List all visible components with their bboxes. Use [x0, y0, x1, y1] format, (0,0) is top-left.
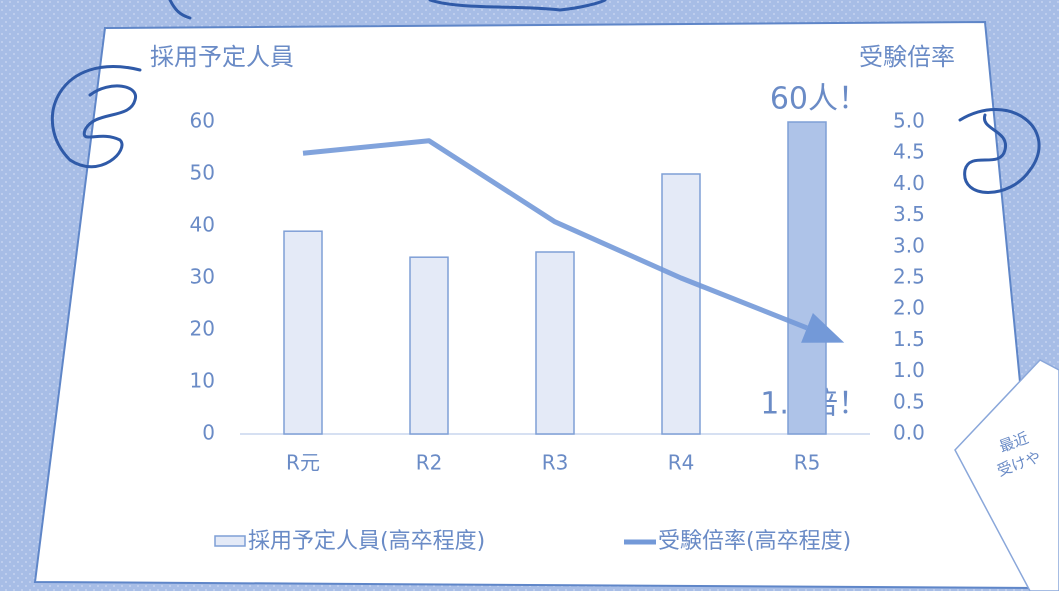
y2-tick-label: 1.5	[893, 327, 925, 351]
x-tick-label: R元	[286, 451, 320, 475]
bar	[536, 252, 574, 434]
x-tick-label: R3	[542, 451, 569, 475]
y2-tick-label: 4.0	[893, 171, 925, 195]
y2-tick-label: 2.5	[893, 265, 925, 289]
y2-tick-label: 5.0	[893, 109, 925, 133]
y2-tick-label: 0.5	[893, 389, 925, 413]
legend-label: 採用予定人員(高卒程度)	[248, 529, 485, 554]
legend-label: 受験倍率(高卒程度)	[658, 529, 851, 554]
bar	[788, 122, 826, 434]
y-tick-label: 10	[190, 369, 215, 393]
legend-swatch	[215, 536, 245, 546]
y-tick-label: 60	[190, 109, 215, 133]
annotation: 60人！	[770, 82, 868, 117]
chart: 採用予定人員 受験倍率 60人！ 1.7倍！ 最近 受けや 0102030405…	[0, 0, 1059, 591]
y2-tick-label: 1.0	[893, 358, 925, 382]
y-tick-label: 40	[190, 213, 215, 237]
bar	[662, 174, 700, 434]
y-axis-title: 採用予定人員	[150, 43, 294, 71]
y-tick-label: 30	[190, 265, 215, 289]
y2-tick-label: 2.0	[893, 296, 925, 320]
y2-tick-label: 3.5	[893, 202, 925, 226]
y2-axis-title: 受験倍率	[859, 43, 955, 71]
y2-tick-label: 0.0	[893, 421, 925, 445]
x-tick-label: R5	[794, 451, 821, 475]
y-tick-label: 20	[190, 317, 215, 341]
x-tick-label: R2	[416, 451, 443, 475]
y2-tick-label: 4.5	[893, 140, 925, 164]
bar	[410, 257, 448, 434]
y-tick-label: 50	[190, 161, 215, 185]
y-tick-label: 0	[202, 421, 215, 445]
x-tick-label: R4	[668, 451, 695, 475]
bar	[284, 231, 322, 434]
y2-tick-label: 3.0	[893, 233, 925, 257]
